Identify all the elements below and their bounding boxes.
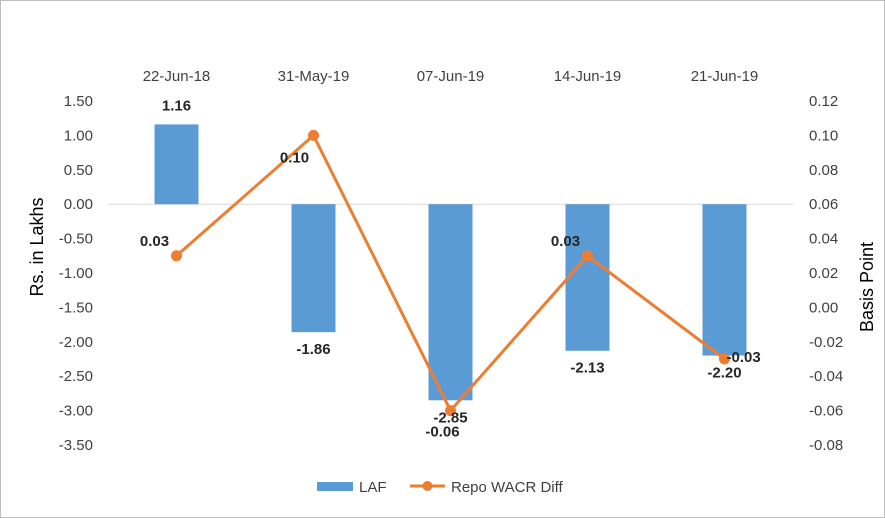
line-point (582, 250, 593, 262)
bar-series (154, 124, 747, 401)
bar-data-label: -1.86 (296, 341, 330, 358)
bar-laf (428, 204, 473, 401)
line-point (445, 405, 456, 417)
y-tick-label: 0.00 (64, 196, 93, 213)
x-tick-label: 31-May-19 (278, 68, 350, 85)
y2-tick-label: 0.04 (809, 231, 838, 248)
y-axis-title: Rs. in Lakhs (27, 197, 47, 296)
bar-laf (291, 204, 336, 333)
y-tick-label: -3.50 (59, 437, 93, 454)
line-point (171, 250, 182, 262)
y2-tick-label: -0.06 (809, 403, 843, 420)
bar-data-label: 1.16 (162, 97, 191, 114)
bar-data-label: -2.85 (433, 409, 467, 426)
y-tick-label: -0.50 (59, 231, 93, 248)
y2-axis-title: Basis Point (857, 242, 877, 332)
line-data-label: 0.10 (280, 149, 309, 166)
y2-tick-label: -0.02 (809, 334, 843, 351)
legend-swatch-laf (317, 482, 353, 491)
x-tick-label: 07-Jun-19 (417, 68, 485, 85)
y-tick-label: 1.00 (64, 127, 93, 144)
x-tick-label: 14-Jun-19 (554, 68, 622, 85)
y2-tick-label: 0.06 (809, 196, 838, 213)
line-data-label: 0.03 (140, 233, 169, 250)
y-tick-label: 1.50 (64, 93, 93, 110)
bar-data-label: -2.13 (570, 360, 604, 377)
y-tick-label: -2.50 (59, 368, 93, 385)
y-tick-label: 0.50 (64, 162, 93, 179)
y2-tick-label: -0.08 (809, 437, 843, 454)
axes: 1.50 1.00 0.50 0.00 -0.50 -1.00 -1.50 -2.00 -2.5… (59, 68, 843, 454)
y-tick-label: -1.00 (59, 265, 93, 282)
data-labels: 1.16 -1.86 -2.85 -2.13 -2.20 0.03 0.10 -0.06 0.0… (140, 97, 761, 440)
bar-data-label: -2.20 (707, 365, 741, 382)
line-data-label: -0.06 (425, 424, 459, 441)
line-series (171, 129, 730, 417)
line-point (719, 353, 730, 365)
x-tick-label: 21-Jun-19 (691, 68, 759, 85)
bar-laf (702, 204, 747, 356)
y2-tick-label: 0.12 (809, 93, 838, 110)
y-tick-label: -2.00 (59, 334, 93, 351)
legend-label-laf: LAF (359, 479, 387, 496)
legend: LAF Repo WACR Diff (317, 479, 564, 496)
y-tick-label: -1.50 (59, 299, 93, 316)
line-data-label: -0.03 (727, 349, 761, 366)
x-tick-label: 22-Jun-18 (143, 68, 211, 85)
legend-swatch-marker (422, 481, 433, 491)
line-point (308, 129, 319, 141)
y2-tick-label: 0.00 (809, 299, 838, 316)
y2-tick-label: -0.04 (809, 368, 843, 385)
y2-tick-label: 0.02 (809, 265, 838, 282)
bar-laf (154, 124, 199, 205)
legend-label-repo-wacr: Repo WACR Diff (451, 479, 564, 496)
y2-tick-label: 0.10 (809, 127, 838, 144)
line-data-label: 0.03 (551, 233, 580, 250)
y2-tick-label: 0.08 (809, 162, 838, 179)
y-tick-label: -3.00 (59, 403, 93, 420)
bar-laf (565, 204, 610, 351)
